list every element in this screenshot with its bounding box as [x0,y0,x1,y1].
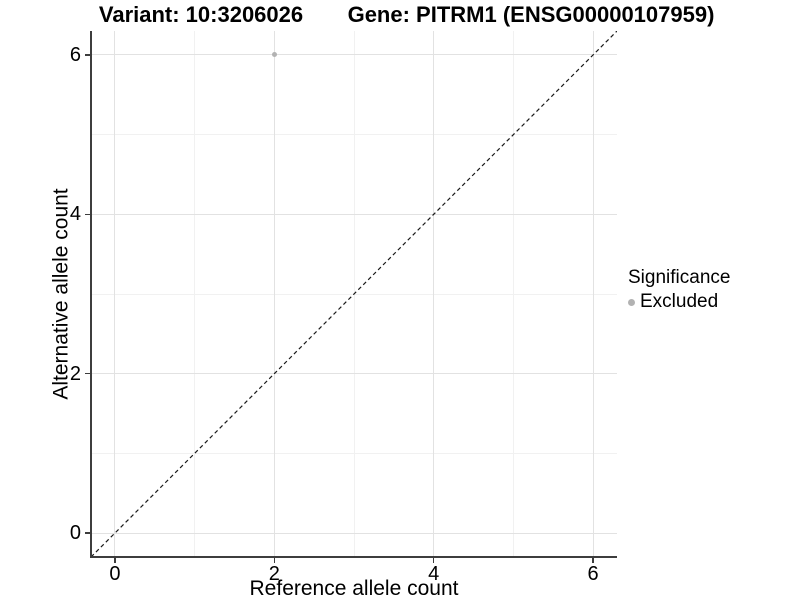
x-axis-line [90,556,617,558]
gridline-x-major [433,31,435,557]
legend-item-label: Excluded [640,291,719,312]
data-point [271,52,277,58]
x-tick-mark [592,558,594,563]
y-tick-mark [85,532,90,534]
x-tick-mark [114,558,116,563]
gridline-y-major [91,532,617,534]
plot-panel [91,31,617,557]
gene-title: Gene: PITRM1 (ENSG00000107959) [347,2,715,27]
y-tick-mark [85,54,90,56]
legend-item-excluded: Excluded [628,291,730,313]
y-tick-label: 6 [69,43,81,66]
x-tick-label: 2 [268,563,280,585]
gridline-y-major [91,54,617,56]
gridline-x-major [592,31,594,557]
x-tick-label: 6 [587,563,599,585]
gridline-y-minor [91,134,617,136]
x-tick-mark [273,558,276,563]
legend: Significance Excluded [628,267,730,313]
x-tick-mark [432,558,435,563]
x-axis-label: Reference allele count [249,577,459,600]
gridline-y-minor [91,452,617,454]
x-tick-label: 4 [428,563,440,585]
identity-dashed-line [91,31,617,557]
gridline-x-major [114,31,116,557]
gridline-y-major [91,373,617,375]
y-tick-label: 2 [69,362,81,385]
y-axis-line [90,31,92,558]
gridline-y-major [91,213,617,215]
y-tick-mark [85,372,90,375]
y-tick-mark [85,213,90,216]
legend-title: Significance [628,267,731,288]
x-tick-label: 0 [109,563,121,585]
legend-point-icon [628,298,635,306]
y-axis-label: Alternative allele count [49,188,73,400]
y-tick-label: 0 [69,522,81,545]
variant-title: Variant: 10:3206026 [98,2,304,27]
y-tick-label: 4 [69,203,81,226]
gridline-x-major [273,31,275,557]
